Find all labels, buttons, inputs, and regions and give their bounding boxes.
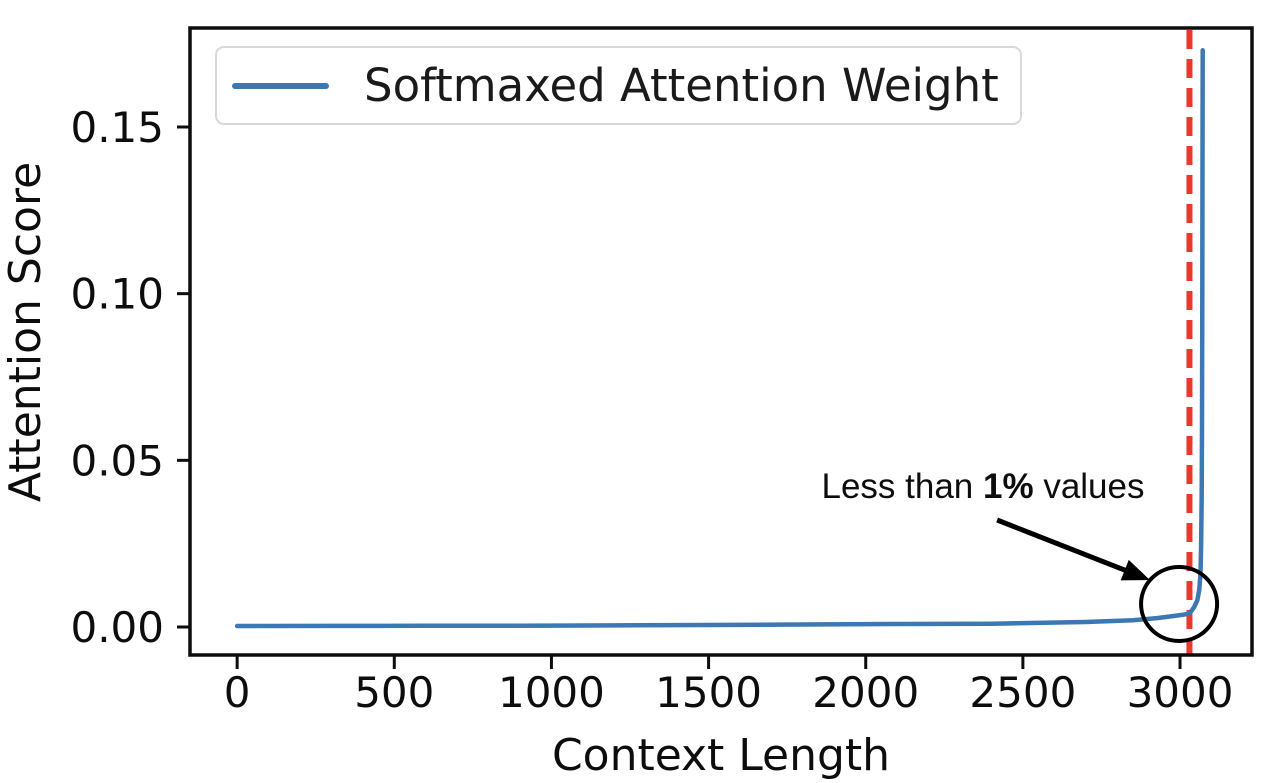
- x-tick-label: 2000: [812, 668, 919, 717]
- attention-curve: [234, 48, 1205, 629]
- x-tick-label: 1500: [655, 668, 762, 717]
- y-tick-label: 0.10: [70, 270, 164, 319]
- plot-border: [188, 26, 1254, 657]
- x-tick-label: 1000: [498, 668, 605, 717]
- x-tick-label: 2500: [969, 668, 1076, 717]
- x-tick-label: 3000: [1127, 668, 1234, 717]
- y-tick-label: 0.15: [70, 103, 164, 152]
- annotation-text: Less than 1% values: [822, 467, 1145, 507]
- annotation-suffix: values: [1033, 467, 1145, 506]
- legend-line-sample: [232, 82, 329, 89]
- annotation-bold-value: 1%: [983, 467, 1034, 506]
- x-tick-label: 500: [354, 668, 434, 717]
- legend-label: Softmaxed Attention Weight: [364, 59, 999, 112]
- highlight-circle: [1139, 565, 1220, 643]
- y-tick-label: 0.00: [70, 603, 164, 652]
- legend: Softmaxed Attention Weight: [215, 46, 1022, 125]
- annotation-arrow-head: [1120, 559, 1150, 581]
- y-tick-label: 0.05: [70, 436, 164, 485]
- annotation-prefix: Less than: [821, 467, 983, 506]
- y-axis-label: Attention Score: [0, 162, 51, 502]
- annotation-arrow-shaft: [996, 517, 1130, 574]
- x-axis-label: Context Length: [552, 730, 890, 781]
- x-tick-label: 0: [224, 668, 251, 717]
